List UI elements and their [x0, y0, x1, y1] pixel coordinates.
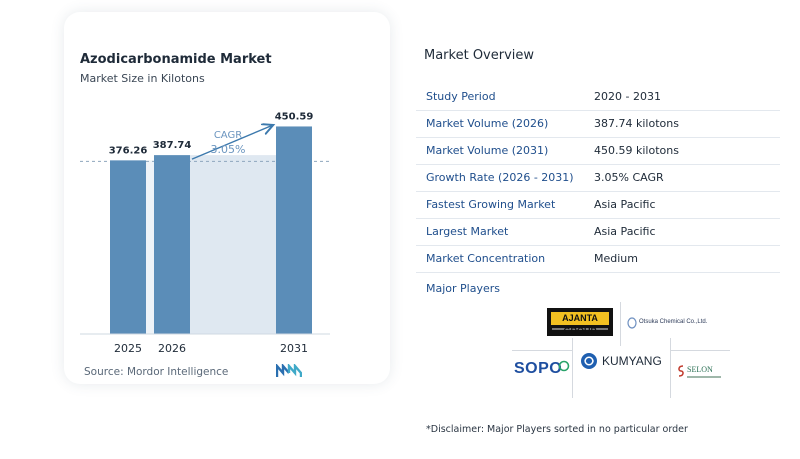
overview-row-key: Market Volume (2031)	[426, 144, 549, 157]
overview-row: Market Volume (2026) 387.74 kilotons	[416, 111, 780, 138]
overview-row-key: Study Period	[426, 90, 496, 103]
overview-row-value: Medium	[594, 252, 638, 265]
growth-shade	[190, 155, 276, 334]
ajanta-tagline-line	[552, 328, 608, 330]
chart-card: Azodicarbonamide Market Market Size in K…	[64, 12, 390, 384]
sopo-label: SOPO	[514, 360, 563, 377]
overview-row-key: Fastest Growing Market	[426, 198, 556, 211]
bar-2025	[110, 160, 146, 334]
selon-mark-icon	[678, 365, 684, 377]
cagr-value: 3.05%	[211, 143, 246, 156]
ajanta-group-label: AJANTA GROUP	[550, 311, 610, 336]
overview-row-value: 387.74 kilotons	[594, 117, 679, 130]
overview-row: Study Period 2020 - 2031	[416, 84, 780, 111]
x-tick-label: 2026	[158, 342, 186, 355]
gap-shade	[146, 160, 154, 334]
kumyang-logo: KUMYANG	[580, 349, 664, 375]
overview-row: Growth Rate (2026 - 2031) 3.05% CAGR	[416, 165, 780, 192]
x-tick-label: 2031	[280, 342, 308, 355]
otsuka-mark-icon	[627, 317, 637, 329]
overview-row-value: Asia Pacific	[594, 225, 656, 238]
logo-divider	[620, 302, 621, 346]
overview-row-value: 2020 - 2031	[594, 90, 661, 103]
overview-table: Study Period 2020 - 2031 Market Volume (20…	[416, 84, 780, 273]
source-text: Source: Mordor Intelligence	[84, 366, 229, 378]
selon-logo: SELON	[677, 362, 727, 386]
bar-2031	[276, 126, 312, 334]
logo-divider	[572, 338, 573, 398]
otsuka-label: Otsuka Chemical Co.,Ltd.	[639, 319, 708, 325]
mordor-logo-icon	[276, 364, 302, 377]
otsuka-logo: Otsuka Chemical Co.,Ltd.	[627, 316, 727, 332]
overview-row-value: 450.59 kilotons	[594, 144, 679, 157]
kumyang-label: KUMYANG	[602, 354, 662, 368]
x-tick-label: 2025	[114, 342, 142, 355]
cagr-arrow	[191, 125, 272, 160]
major-players-title: Major Players	[426, 282, 500, 295]
overview-row-value: Asia Pacific	[594, 198, 656, 211]
chart-title: Azodicarbonamide Market	[80, 52, 272, 67]
logo-divider	[670, 350, 730, 351]
overview-row: Market Volume (2031) 450.59 kilotons	[416, 138, 780, 165]
bar-value-label: 450.59	[275, 111, 314, 122]
sopo-swirl-icon	[558, 360, 570, 372]
overview-row: Market Concentration Medium	[416, 246, 780, 273]
bar-chart: 376.26 2025 387.74 2026 450.59 2031 CAGR 3.05…	[80, 111, 330, 355]
chart-subtitle: Market Size in Kilotons	[80, 72, 205, 85]
bar-2026	[154, 155, 190, 334]
logo-divider	[670, 338, 671, 398]
selon-label: SELON	[687, 365, 713, 374]
bar-value-label: 387.74	[153, 140, 192, 151]
overview-row-key: Largest Market	[426, 225, 509, 238]
overview-title: Market Overview	[424, 48, 535, 63]
sopo-logo: SOPO	[514, 358, 570, 382]
logo-divider	[512, 350, 572, 351]
overview-row: Fastest Growing Market Asia Pacific	[416, 192, 780, 219]
ajanta-group-logo: AJANTA GROUP	[547, 308, 613, 336]
selon-tagline-line	[687, 376, 721, 378]
cagr-label: CAGR	[214, 130, 242, 141]
overview-row-key: Market Volume (2026)	[426, 117, 549, 130]
overview-row-key: Market Concentration	[426, 252, 546, 265]
bar-value-label: 376.26	[109, 145, 148, 156]
disclaimer: *Disclaimer: Major Players sorted in no …	[426, 424, 688, 435]
overview-row-key: Growth Rate (2026 - 2031)	[426, 171, 574, 184]
kumyang-mark-icon	[581, 353, 597, 369]
overview-row-value: 3.05% CAGR	[594, 171, 664, 184]
overview-row: Largest Market Asia Pacific	[416, 219, 780, 246]
